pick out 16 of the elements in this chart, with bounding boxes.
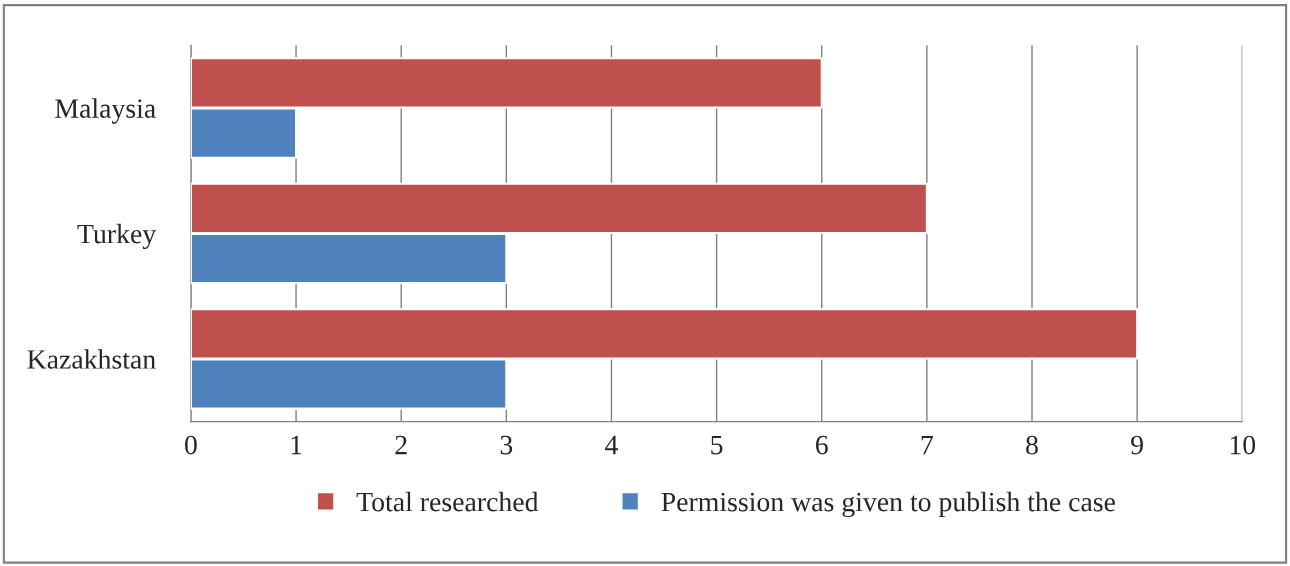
x-tick-label: 0 [185,435,197,455]
y-tick-label: Malaysia [55,98,156,124]
y-tick-label: Kazakhstan [27,349,156,369]
x-tick-label: 10 [1230,435,1256,455]
legend-label: Total researched [356,491,539,512]
x-tick-label: 6 [815,435,828,455]
x-tick-label: 7 [921,435,934,455]
x-tick-label: 8 [1026,435,1038,455]
x-tick-label: 5 [711,435,723,455]
x-tick-label: 1 [291,435,302,455]
x-tick-label: 3 [500,435,513,455]
y-tick-label: Turkey [77,223,157,250]
legend-label: Permission was given to publish the case [661,491,1115,518]
x-tick-label: 4 [605,435,618,455]
x-tick-label: 9 [1131,435,1143,455]
x-tick-label: 2 [395,435,407,455]
